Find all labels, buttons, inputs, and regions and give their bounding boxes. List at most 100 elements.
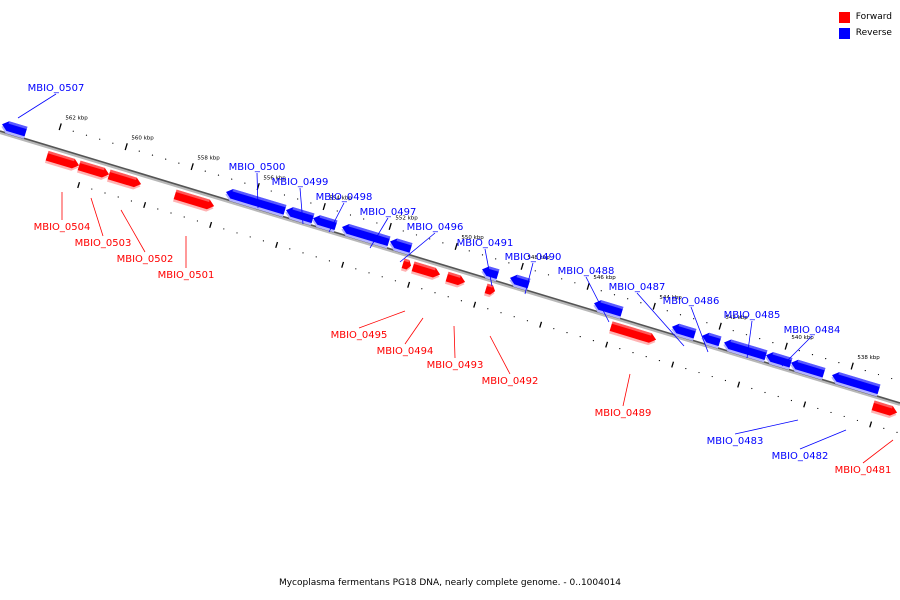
gene-glyph — [765, 352, 793, 370]
gene-label-mbio-0481[interactable]: MBIO_0481 — [835, 465, 892, 476]
gene-mbio-0501[interactable] — [172, 189, 216, 214]
scale-tick-mark — [388, 222, 392, 231]
scale-tick-label: 538 kbp — [857, 355, 880, 361]
gene-mbio-0494[interactable] — [410, 261, 442, 282]
scale-minor-dot — [178, 162, 180, 164]
gene-mbio-0487[interactable] — [670, 322, 697, 341]
gene-leader-line — [17, 93, 57, 119]
scale-minor-dot — [231, 178, 233, 180]
scale-minor-dot — [772, 342, 774, 344]
gene-label-mbio-0501[interactable]: MBIO_0501 — [158, 270, 215, 281]
scale-minor-dot — [896, 431, 898, 433]
scale-tick-mark — [718, 322, 722, 330]
scale-tick-mark — [407, 281, 411, 288]
scale-minor-dot — [553, 328, 555, 330]
gene-arrow — [286, 207, 315, 224]
gene-mbio-0499[interactable] — [284, 205, 315, 226]
scale-minor-dot — [817, 407, 819, 410]
scale-minor-dot — [883, 427, 885, 430]
gene-label-mbio-0489[interactable]: MBIO_0489 — [595, 408, 652, 419]
gene-mbio-0488[interactable] — [592, 298, 624, 319]
gene-leader-line — [746, 320, 753, 359]
gene-arrow — [77, 160, 110, 178]
gene-mbio-0490[interactable] — [508, 273, 531, 291]
gene-mbio-0507[interactable] — [0, 120, 28, 139]
gene-label-mbio-0498[interactable]: MBIO_0498 — [316, 192, 373, 203]
gene-leader-line — [369, 217, 389, 249]
scale-minor-dot — [315, 256, 317, 258]
scale-minor-dot — [91, 188, 93, 190]
gene-glyph — [671, 323, 697, 341]
gene-mbio-0482[interactable] — [830, 370, 881, 397]
scale-minor-dot — [579, 336, 581, 338]
gene-mbio-0484[interactable] — [764, 350, 793, 370]
scale-minor-dot — [764, 391, 766, 394]
gene-mbio-0481[interactable] — [870, 400, 899, 420]
gene-mbio-0492[interactable] — [483, 283, 497, 299]
scale-minor-dot — [495, 258, 497, 260]
gene-mbio-0504[interactable] — [44, 150, 81, 173]
gene-label-mbio-0488[interactable]: MBIO_0488 — [558, 266, 615, 277]
scale-minor-dot — [217, 174, 220, 176]
gene-leader-line — [585, 276, 610, 323]
gene-label-mbio-0483[interactable]: MBIO_0483 — [707, 436, 764, 447]
scale-tick-mark — [190, 163, 194, 171]
gene-highlight — [232, 188, 287, 208]
gene-arrow — [2, 121, 28, 137]
gene-mbio-0496[interactable] — [388, 237, 413, 256]
gene-arrow — [871, 400, 898, 416]
scale-tick-mark — [454, 242, 458, 250]
scale-minor-dot — [685, 367, 687, 370]
gene-label-mbio-0502[interactable]: MBIO_0502 — [117, 254, 174, 265]
gene-mbio-0491[interactable] — [480, 265, 500, 282]
forward-swatch — [838, 11, 850, 23]
gene-label-mbio-0504[interactable]: MBIO_0504 — [34, 222, 91, 233]
scale-minor-dot — [112, 142, 114, 144]
gene-labels: MBIO_0507 MBIO_0504 MBIO_0503 MBIO_0502 MBIO… — [17, 83, 894, 476]
gene-mbio-0503[interactable] — [76, 160, 111, 182]
gene-glyph — [509, 274, 531, 291]
gene-highlight — [348, 224, 391, 239]
gene-label-mbio-0494[interactable]: MBIO_0494 — [377, 346, 434, 357]
gene-label-mbio-0497[interactable]: MBIO_0497 — [360, 207, 417, 218]
gene-label-mbio-0487[interactable]: MBIO_0487 — [609, 282, 666, 293]
scale-minor-dot — [468, 250, 470, 252]
gene-mbio-0500[interactable] — [224, 187, 287, 218]
gene-leader-line — [358, 310, 406, 329]
scale-minor-dot — [619, 348, 621, 350]
gene-arrow — [411, 261, 441, 278]
gene-label-mbio-0499[interactable]: MBIO_0499 — [272, 177, 329, 188]
gene-mbio-0483[interactable] — [789, 358, 826, 380]
gene-label-mbio-0482[interactable]: MBIO_0482 — [772, 451, 829, 462]
gene-glyph — [608, 321, 657, 346]
gene-highlight — [611, 321, 652, 336]
gene-label-mbio-0503[interactable]: MBIO_0503 — [75, 238, 132, 249]
gene-label-mbio-0500[interactable]: MBIO_0500 — [229, 162, 286, 173]
scale-tick-mark — [850, 362, 854, 370]
gene-arrow — [832, 372, 881, 395]
gene-mbio-0497[interactable] — [340, 222, 391, 249]
gene-arrow — [342, 224, 391, 247]
gene-label-mbio-0496[interactable]: MBIO_0496 — [407, 222, 464, 233]
gene-label-mbio-0486[interactable]: MBIO_0486 — [663, 296, 720, 307]
gene-label-mbio-0495[interactable]: MBIO_0495 — [331, 330, 388, 341]
gene-mbio-0486[interactable] — [700, 331, 722, 349]
gene-label-mbio-0507[interactable]: MBIO_0507 — [28, 83, 85, 94]
gene-glyph — [410, 261, 441, 280]
gene-mbio-0489[interactable] — [608, 321, 658, 347]
scale-minor-dot — [183, 216, 185, 218]
gene-mbio-0495[interactable] — [400, 258, 413, 272]
gene-label-mbio-0492[interactable]: MBIO_0492 — [482, 376, 539, 387]
gene-mbio-0502[interactable] — [106, 169, 143, 192]
gene-label-mbio-0491[interactable]: MBIO_0491 — [457, 238, 514, 249]
gene-highlight — [109, 169, 137, 180]
gene-label-mbio-0485[interactable]: MBIO_0485 — [724, 310, 781, 321]
gene-label-mbio-0484[interactable]: MBIO_0484 — [784, 325, 841, 336]
gene-arrow — [791, 359, 826, 378]
gene-label-mbio-0490[interactable]: MBIO_0490 — [505, 252, 562, 263]
gene-label-mbio-0493[interactable]: MBIO_0493 — [427, 360, 484, 371]
gene-highlight — [838, 372, 881, 387]
scale-minor-dot — [429, 238, 431, 240]
gene-highlight — [797, 359, 826, 371]
gene-mbio-0493[interactable] — [444, 271, 467, 289]
